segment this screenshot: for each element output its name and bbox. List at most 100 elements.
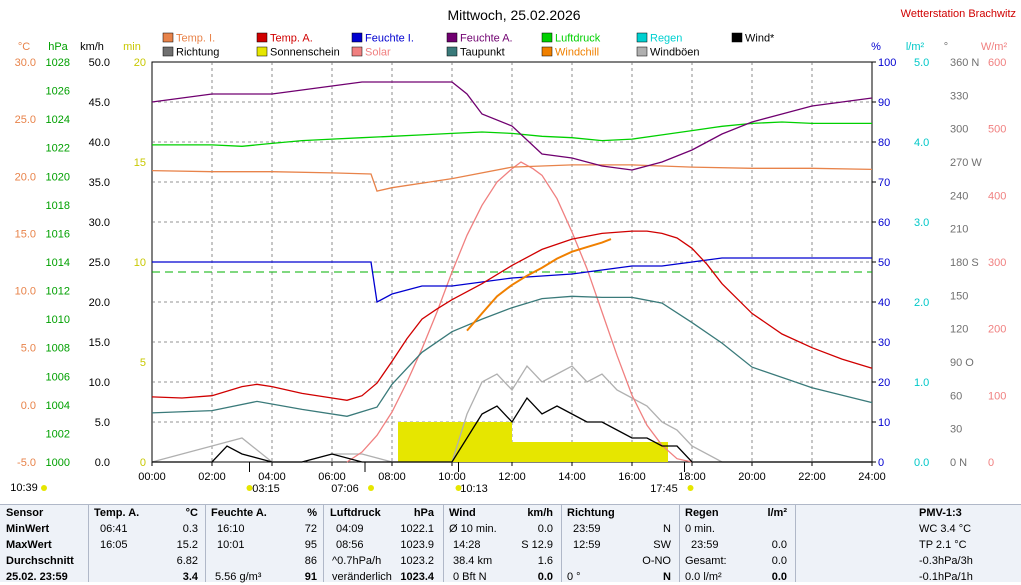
weather-chart: Mittwoch, 25.02.2026 Wetterstation Brachw…: [10, 7, 1016, 495]
cell: S 12.9: [521, 539, 553, 551]
axis-unit: %: [871, 41, 881, 53]
cell: 1023.2: [400, 555, 434, 567]
sunrise-marker-label: 07:06: [331, 483, 359, 495]
col-unit: hPa: [413, 507, 434, 519]
axis-tick-label: 20: [134, 57, 146, 69]
row-label: MaxWert: [6, 539, 52, 551]
cell: 38.4 km: [453, 555, 493, 567]
axis-tick-label: 330: [950, 90, 968, 102]
axis-tick-label: 1014: [46, 257, 70, 269]
cell: 1023.4: [400, 571, 434, 583]
column-divider: [88, 505, 89, 582]
axis-tick-label: 90: [878, 97, 890, 109]
axis-tick-label: 90 O: [950, 357, 974, 369]
axis-tick-label: 5.0: [914, 57, 929, 69]
moonrise2-marker-dot: [455, 485, 462, 491]
axis-tick-label: 20.0: [15, 171, 36, 183]
x-tick-label: 02:00: [198, 471, 226, 483]
cell: Ø 10 min.: [449, 523, 497, 535]
axis-tick-label: 240: [950, 190, 968, 202]
axis-tick-label: 1020: [46, 171, 70, 183]
station-name: Wetterstation Brachwitz: [901, 8, 1016, 20]
col-unit: °C: [185, 507, 198, 519]
cell: 12:59: [573, 539, 601, 551]
legend-swatch: [541, 46, 553, 57]
col-wind: Wind km/h Ø 10 min. 0.0 14:28 S 12.9 38.4 k…: [449, 505, 557, 583]
series-line-wind: [152, 396, 872, 463]
column-divider: [323, 505, 324, 582]
series-line-taupunkt: [151, 295, 873, 417]
axis-unit: hPa: [48, 41, 68, 53]
axis-tick-label: 1024: [46, 114, 70, 126]
axis-tick-label: 270 W: [950, 157, 982, 169]
column-divider: [795, 505, 796, 582]
sunshine-bar: [497, 422, 512, 462]
col-feuchte-a: Feuchte A.% 16:10 72 10:01 95 86 5.56 g/m³…: [211, 505, 319, 583]
axis-unit: °C: [18, 41, 30, 53]
legend-swatch: [351, 32, 363, 43]
axis-tick-label: 300: [988, 257, 1006, 269]
legend-swatch: [256, 46, 268, 57]
cell: 0.0: [537, 571, 553, 583]
col-richtung: Richtung 23:59 N 12:59 SW O-NO 0 ° N: [567, 505, 675, 583]
col-header: Sensor: [6, 507, 44, 519]
axis-tick-label: 120: [950, 324, 968, 336]
cell: -0.1hPa/1h: [919, 571, 973, 583]
cell: N: [663, 571, 671, 583]
moonrise-marker-label: 03:15: [252, 483, 280, 495]
cell: 04:09: [336, 523, 364, 535]
col-unit: km/h: [527, 507, 553, 519]
col-header: Luftdruck: [330, 507, 381, 519]
axis-tick-label: 500: [988, 124, 1006, 136]
row-label: Durchschnitt: [6, 555, 74, 567]
axis-tick-label: 400: [988, 190, 1006, 202]
axis-tick-label: 1028: [46, 57, 70, 69]
axis-tick-label: 1018: [46, 200, 70, 212]
cell: 16:10: [217, 523, 245, 535]
x-tick-label: 06:00: [318, 471, 346, 483]
cell: 14:28: [453, 539, 481, 551]
axis-tick-label: 1026: [46, 86, 70, 98]
legend-swatch: [256, 32, 268, 43]
axis-tick-label: 1.0: [914, 377, 929, 389]
stats-table: Sensor MinWert MaxWert Durchschnitt 25.0…: [0, 504, 1021, 583]
axis-tick-label: 0.0: [21, 400, 36, 412]
axis-tick-label: 1004: [46, 400, 70, 412]
cell: 0 °: [567, 571, 581, 583]
axis-tick-label: 10.0: [89, 377, 110, 389]
axis-tick-label: 40: [878, 297, 890, 309]
cell: 15.2: [176, 539, 198, 551]
series-line-solar: [346, 161, 693, 463]
axis-tick-label: 300: [950, 124, 968, 136]
axis-tick-label: 60: [950, 390, 962, 402]
cell: 0.0 l/m²: [685, 571, 722, 583]
axis-tick-label: 0 N: [950, 457, 967, 469]
sunshine-bar: [542, 442, 572, 462]
legend-swatch: [731, 32, 743, 43]
axis-tick-label: 100: [878, 57, 896, 69]
x-tick-label: 08:00: [378, 471, 406, 483]
axis-tick-label: 1010: [46, 314, 70, 326]
legend-swatch: [351, 46, 363, 57]
axis-tick-label: 5: [140, 357, 146, 369]
axis-tick-label: 360 N: [950, 57, 979, 69]
axis-tick-label: 4.0: [914, 137, 929, 149]
legend-swatch: [162, 32, 174, 43]
axis-tick-label: 0: [140, 457, 146, 469]
cell: 1022.1: [400, 523, 434, 535]
axis-tick-label: 25.0: [15, 114, 36, 126]
axis-tick-label: 60: [878, 217, 890, 229]
row-label: 25.02. 23:59: [6, 571, 68, 583]
x-tick-label: 14:00: [558, 471, 586, 483]
cell: 0 min.: [685, 523, 715, 535]
col-header: Temp. A.: [94, 507, 140, 519]
cell: 1.6: [537, 555, 553, 567]
cell: 23:59: [573, 523, 601, 535]
moonrise-marker-dot: [246, 485, 253, 491]
cell: 06:41: [100, 523, 128, 535]
sunshine-bar: [602, 442, 632, 462]
column-divider: [443, 505, 444, 582]
col-sensor: Sensor MinWert MaxWert Durchschnitt 25.0…: [6, 505, 86, 583]
x-tick-label: 22:00: [798, 471, 826, 483]
axis-tick-label: 20: [878, 377, 890, 389]
